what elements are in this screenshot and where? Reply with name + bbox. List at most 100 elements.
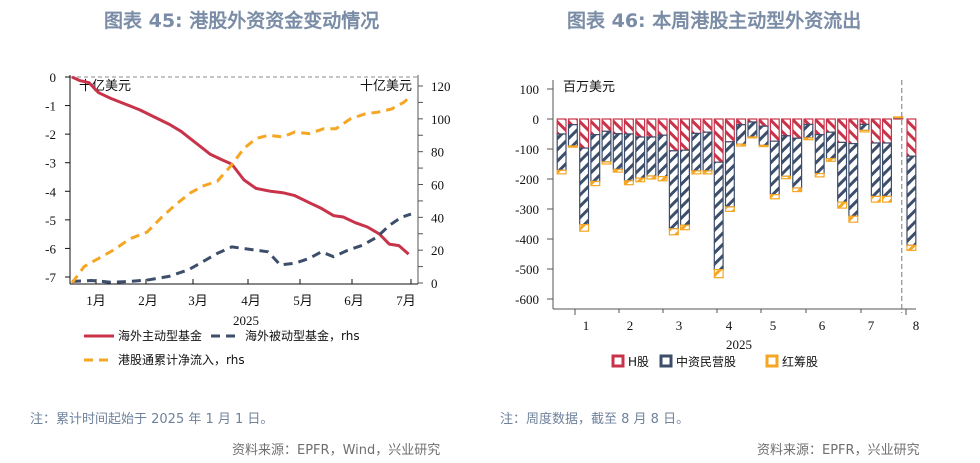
- bar-private-china: [792, 137, 803, 189]
- bar-h-shares: [837, 118, 848, 143]
- bar-h-shares: [635, 118, 646, 138]
- bar-red-chips: [556, 169, 567, 175]
- bar-red-chips: [747, 136, 758, 139]
- legend-swatch-0: [611, 354, 625, 368]
- bar-red-chips: [781, 175, 792, 180]
- bar-red-chips: [567, 145, 578, 148]
- bar-red-chips: [758, 144, 769, 148]
- bar-h-shares: [680, 118, 691, 151]
- bar-h-shares: [567, 118, 578, 126]
- bar-red-chips: [713, 269, 724, 279]
- bar-private-china: [736, 124, 747, 145]
- left-y-tick-label: -1: [45, 99, 56, 114]
- bar-private-china: [691, 132, 702, 172]
- bar-private-china: [668, 150, 679, 230]
- bar-h-shares: [781, 118, 792, 137]
- x-tick-label: 7月: [396, 293, 416, 308]
- bar-red-chips: [825, 158, 836, 162]
- right-y-tick-label: 40: [431, 210, 444, 225]
- legend-label-2: 港股通累计净流入，rhs: [118, 353, 245, 367]
- left-chart: 0 -1 -2 -3 -4 -5 -6 -7 0 20 40 60 80 100 120 1月 2月 3月 4月 5月…: [45, 70, 451, 367]
- unit-label: 百万美元: [563, 79, 615, 94]
- bar-red-chips: [769, 194, 780, 200]
- bar-h-shares: [668, 118, 679, 152]
- right-note: 注：周度数据，截至 8 月 8 日。: [500, 412, 690, 427]
- x-tick-label: 1: [583, 318, 590, 333]
- bar-private-china: [567, 124, 578, 147]
- bar-private-china: [724, 141, 735, 208]
- right-y-tick-label: 120: [431, 79, 451, 94]
- bar-private-china: [882, 142, 893, 198]
- bar-red-chips: [814, 173, 825, 178]
- bar-h-shares: [758, 118, 769, 127]
- bar-private-china: [758, 125, 769, 146]
- bar-h-shares: [769, 118, 780, 142]
- bar-private-china: [837, 141, 848, 203]
- right-y-tick-label: 60: [431, 178, 444, 193]
- legend-label-0: 海外主动型基金: [118, 328, 202, 343]
- left-source: 资料来源：EPFR，Wind，兴业研究: [232, 443, 441, 458]
- bar-h-shares: [646, 118, 657, 138]
- y-tick-label: 0: [533, 112, 540, 127]
- bar-private-china: [601, 130, 612, 163]
- bar-h-shares: [792, 118, 803, 139]
- bar-h-shares: [906, 118, 917, 157]
- right-y-tick-label: 0: [431, 276, 438, 291]
- bar-red-chips: [859, 129, 870, 133]
- bar-red-chips: [882, 195, 893, 203]
- bar-private-china: [769, 140, 780, 196]
- y-tick-label: -200: [515, 172, 539, 187]
- bar-private-china: [814, 134, 825, 175]
- series-line-1: [71, 212, 412, 284]
- bar-h-shares: [702, 118, 713, 133]
- bar-red-chips: [623, 180, 634, 186]
- y-tick-label: -600: [515, 292, 539, 307]
- right-chart: 100 0 -100 -200 -300 -400 -500 -600 百万美元 1 2 3 4 5 6 7 8…: [515, 79, 919, 369]
- bar-red-chips: [657, 176, 668, 182]
- bar-private-china: [680, 149, 691, 226]
- legend-label-2: 红筹股: [782, 354, 818, 369]
- x-tick-label: 4: [726, 318, 733, 333]
- bar-private-china: [623, 133, 634, 182]
- bar-red-chips: [870, 195, 881, 203]
- x-tick-label: 5: [770, 318, 777, 333]
- bar-h-shares: [556, 118, 567, 135]
- bar-private-china: [747, 121, 758, 138]
- legend-label-1: 海外被动型基金，rhs: [245, 328, 360, 343]
- right-y-tick-label: 100: [431, 112, 451, 127]
- bar-red-chips: [612, 168, 623, 173]
- bar-h-shares: [601, 118, 612, 132]
- series-line-0: [71, 75, 410, 256]
- right-source: 资料来源：EPFR，兴业研究: [757, 443, 920, 458]
- left-y-tick-label: -3: [45, 156, 56, 171]
- bar-red-chips: [646, 175, 657, 180]
- bar-red-chips: [792, 187, 803, 193]
- bar-red-chips: [668, 228, 679, 236]
- x-axis-title: 2025: [726, 337, 752, 352]
- bar-red-chips: [590, 180, 601, 187]
- legend-swatch-1: [659, 354, 673, 368]
- y-tick-label: -100: [515, 142, 539, 157]
- left-y-tick-label: 0: [50, 70, 57, 85]
- bar-private-china: [702, 131, 713, 172]
- left-chart-title: 图表 45: 港股外资资金变动情况: [104, 10, 380, 32]
- bar-private-china: [781, 135, 792, 177]
- bar-red-chips: [702, 170, 713, 175]
- bar-h-shares: [882, 118, 893, 144]
- y-tick-label: -500: [515, 262, 539, 277]
- bar-red-chips: [803, 137, 814, 141]
- x-tick-label: 3月: [188, 293, 208, 308]
- series-line-2: [70, 94, 412, 284]
- bar-private-china: [906, 155, 917, 246]
- x-tick-label: 1月: [86, 293, 106, 308]
- bar-h-shares: [713, 118, 724, 163]
- left-y-tick-label: -7: [45, 270, 56, 285]
- legend-label-1: 中资民营股: [676, 354, 736, 369]
- bar-red-chips: [601, 161, 612, 165]
- bar-h-shares: [657, 118, 668, 136]
- left-y-tick-label: -4: [45, 184, 56, 199]
- bar-h-shares: [724, 118, 735, 143]
- bar-red-chips: [848, 215, 859, 223]
- left-y-tick-label: -5: [45, 213, 56, 228]
- bar-h-shares: [691, 118, 702, 134]
